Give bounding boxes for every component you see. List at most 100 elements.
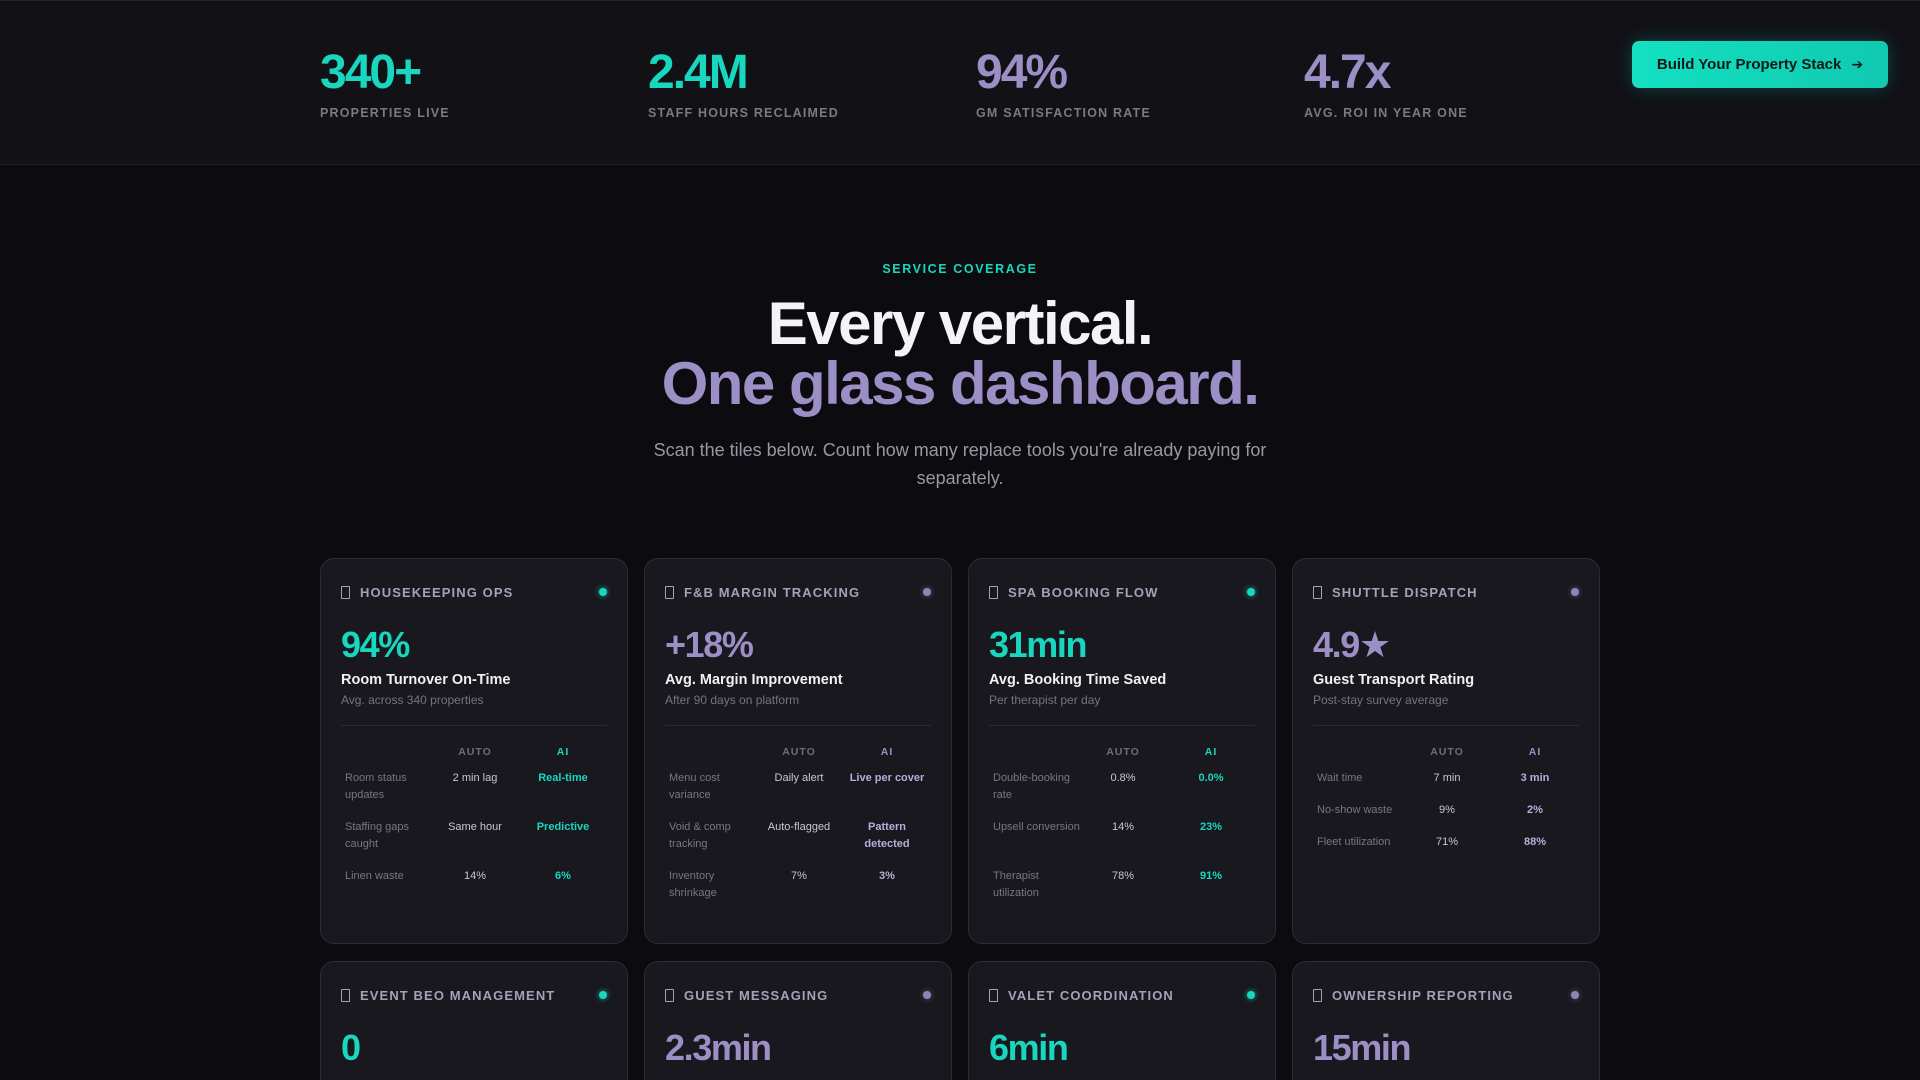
row-ai-value: 6% bbox=[555, 870, 571, 882]
card-header: VALET COORDINATION bbox=[989, 987, 1255, 1003]
arrow-right-icon: ➔ bbox=[1851, 56, 1864, 72]
card-title: GUEST MESSAGING bbox=[684, 987, 829, 1003]
column-header-auto: AUTO bbox=[1106, 746, 1140, 758]
row-auto-value: 7 min bbox=[1433, 772, 1461, 784]
card-header: OWNERSHIP REPORTING bbox=[1313, 987, 1579, 1003]
section-eyebrow: SERVICE COVERAGE bbox=[882, 262, 1038, 276]
row-ai-value: 23% bbox=[1199, 821, 1223, 833]
stat-staff-hours: 2.4M STAFF HOURS RECLAIMED bbox=[648, 46, 839, 121]
card-header: SPA BOOKING FLOW bbox=[989, 584, 1255, 600]
card-header: GUEST MESSAGING bbox=[665, 987, 931, 1003]
card-metric-sub: Per therapist per day bbox=[989, 693, 1101, 707]
row-auto-value: Auto-flagged bbox=[767, 821, 831, 833]
card-divider bbox=[1313, 725, 1579, 726]
row-label: Upsell conversion bbox=[993, 821, 1080, 833]
stat-value: 4.7x bbox=[1304, 46, 1391, 99]
row-auto-value: Daily alert bbox=[774, 772, 824, 784]
row-label: Staffing gaps caught bbox=[345, 821, 410, 850]
card-metric: 4.9★ bbox=[1313, 624, 1391, 665]
card-housekeeping-ops[interactable]: HOUSEKEEPING OPS 94% Room Turnover On-Ti… bbox=[320, 558, 628, 944]
hero-heading-line2: One glass dashboard. bbox=[661, 350, 1260, 417]
card-fb-margin-tracking[interactable]: F&B MARGIN TRACKING +18% Avg. Margin Imp… bbox=[644, 558, 952, 944]
row-auto-value: 14% bbox=[1111, 821, 1135, 833]
stat-gm-satisfaction: 94% GM SATISFACTION RATE bbox=[976, 47, 1151, 121]
document-icon bbox=[989, 585, 998, 599]
row-auto-value: 7% bbox=[791, 870, 807, 882]
card-metric-label: Guest Transport Rating bbox=[1313, 672, 1475, 688]
stat-label: STAFF HOURS RECLAIMED bbox=[648, 106, 839, 120]
card-valet-coordination[interactable]: VALET COORDINATION 6min bbox=[968, 961, 1276, 1080]
status-dot-icon bbox=[1247, 991, 1255, 999]
stat-value: 2.4M bbox=[648, 46, 749, 99]
card-metric-sub: Avg. across 340 properties bbox=[341, 693, 484, 707]
card-metric-label: Avg. Margin Improvement bbox=[665, 672, 843, 688]
hero-subtitle: Scan the tiles below. Count how many rep… bbox=[653, 440, 1267, 488]
row-label: Inventory shrinkage bbox=[669, 870, 717, 899]
document-icon bbox=[1313, 585, 1322, 599]
column-header-ai: AI bbox=[556, 746, 570, 758]
card-spa-booking-flow[interactable]: SPA BOOKING FLOW 31min Avg. Booking Time… bbox=[968, 558, 1276, 944]
row-auto-value: 78% bbox=[1111, 870, 1135, 882]
row-auto-value: 0.8% bbox=[1110, 772, 1136, 784]
row-auto-value: 71% bbox=[1435, 836, 1459, 848]
row-auto-value: Same hour bbox=[448, 821, 502, 833]
row-label: Fleet utilization bbox=[1317, 836, 1391, 848]
card-metric: 2.3min bbox=[665, 1027, 772, 1068]
row-ai-value: Predictive bbox=[536, 821, 590, 833]
card-guest-messaging[interactable]: GUEST MESSAGING 2.3min bbox=[644, 961, 952, 1080]
row-label: Double-booking rate bbox=[993, 772, 1071, 801]
build-property-stack-button[interactable]: Build Your Property Stack ➔ bbox=[1632, 41, 1888, 88]
column-header-auto: AUTO bbox=[782, 746, 816, 758]
document-icon bbox=[665, 988, 674, 1002]
row-label: Room status updates bbox=[345, 772, 407, 801]
column-header-auto: AUTO bbox=[458, 746, 492, 758]
card-metric-sub: After 90 days on platform bbox=[665, 693, 800, 707]
card-divider bbox=[665, 725, 931, 726]
row-label: Linen waste bbox=[345, 870, 404, 882]
cta-label: Build Your Property Stack bbox=[1656, 56, 1842, 73]
card-title: HOUSEKEEPING OPS bbox=[360, 584, 514, 600]
card-event-beo-management[interactable]: EVENT BEO MANAGEMENT 0 bbox=[320, 961, 628, 1080]
status-dot-icon bbox=[1571, 588, 1579, 596]
card-header: SHUTTLE DISPATCH bbox=[1313, 584, 1579, 600]
document-icon bbox=[341, 988, 350, 1002]
status-dot-icon bbox=[1247, 588, 1255, 596]
row-label: No-show waste bbox=[1317, 804, 1393, 816]
row-ai-value: Real-time bbox=[538, 772, 588, 784]
column-header-auto: AUTO bbox=[1430, 746, 1464, 758]
stats-bar: 340+ PROPERTIES LIVE 2.4M STAFF HOURS RE… bbox=[0, 0, 1920, 165]
row-label: Wait time bbox=[1317, 772, 1363, 784]
row-ai-value: 2% bbox=[1527, 804, 1543, 816]
card-ownership-reporting[interactable]: OWNERSHIP REPORTING 15min bbox=[1292, 961, 1600, 1080]
stat-label: AVG. ROI IN YEAR ONE bbox=[1304, 106, 1468, 120]
row-ai-value: 3% bbox=[879, 870, 895, 882]
card-header: HOUSEKEEPING OPS bbox=[341, 584, 607, 600]
card-title: VALET COORDINATION bbox=[1008, 987, 1174, 1003]
row-ai-value: Live per cover bbox=[849, 772, 925, 784]
card-title: SPA BOOKING FLOW bbox=[1008, 584, 1159, 600]
stat-label: GM SATISFACTION RATE bbox=[976, 106, 1151, 120]
row-label: Void & comp tracking bbox=[669, 821, 731, 850]
card-title: OWNERSHIP REPORTING bbox=[1332, 987, 1514, 1003]
card-header: F&B MARGIN TRACKING bbox=[665, 584, 931, 600]
row-label: Therapist utilization bbox=[993, 870, 1039, 899]
card-shuttle-dispatch[interactable]: SHUTTLE DISPATCH 4.9★ Guest Transport Ra… bbox=[1292, 558, 1600, 944]
status-dot-icon bbox=[599, 588, 607, 596]
row-ai-value: 3 min bbox=[1520, 772, 1550, 784]
stat-properties-live: 340+ PROPERTIES LIVE bbox=[320, 47, 450, 121]
card-header: EVENT BEO MANAGEMENT bbox=[341, 987, 607, 1003]
row-auto-value: 9% bbox=[1439, 804, 1455, 816]
card-divider bbox=[341, 725, 607, 726]
card-title: F&B MARGIN TRACKING bbox=[684, 584, 861, 600]
status-dot-icon bbox=[923, 991, 931, 999]
row-auto-value: 14% bbox=[463, 870, 487, 882]
stat-label: PROPERTIES LIVE bbox=[320, 106, 450, 120]
card-metric-sub: Post-stay survey average bbox=[1313, 693, 1449, 707]
stat-avg-roi: 4.7x AVG. ROI IN YEAR ONE bbox=[1304, 46, 1468, 121]
card-metric: 0 bbox=[341, 1027, 361, 1068]
status-dot-icon bbox=[923, 588, 931, 596]
row-ai-value: Pattern detected bbox=[864, 821, 910, 850]
document-icon bbox=[989, 988, 998, 1002]
column-header-ai: AI bbox=[880, 746, 894, 758]
row-auto-value: 2 min lag bbox=[452, 772, 498, 784]
